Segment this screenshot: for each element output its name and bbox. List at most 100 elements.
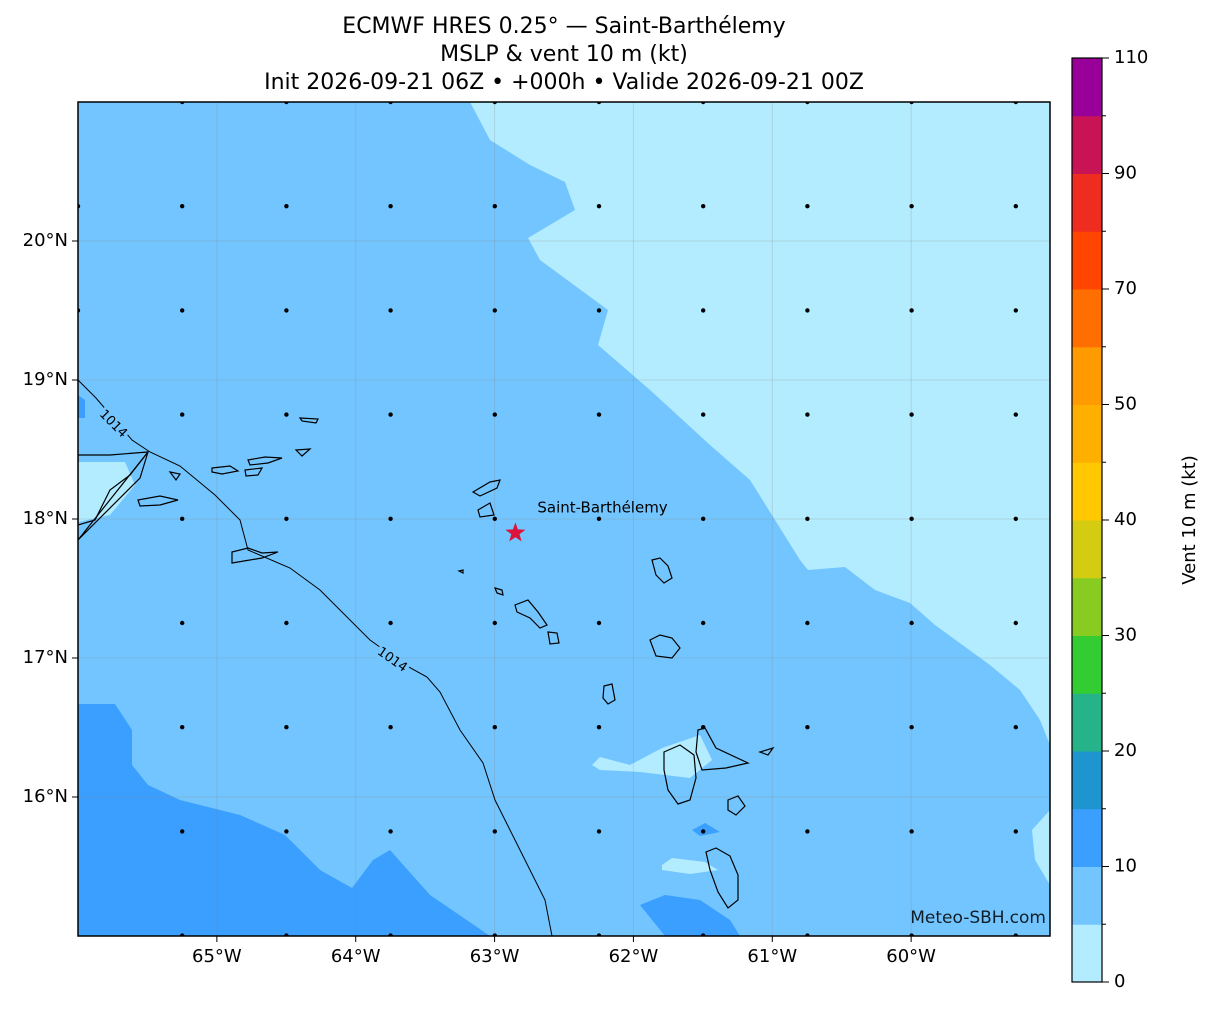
x-tick-label: 60°W bbox=[886, 946, 936, 967]
station-marker bbox=[505, 522, 526, 542]
wind-fill bbox=[1032, 810, 1050, 885]
colorbar-label: Vent 10 m (kt) bbox=[1179, 455, 1200, 585]
colorbar-tick-label: 70 bbox=[1114, 278, 1137, 299]
title-line: ECMWF HRES 0.25° — Saint-Barthélemy bbox=[342, 14, 785, 39]
wind-dot bbox=[805, 829, 810, 834]
title-line: MSLP & vent 10 m (kt) bbox=[440, 42, 688, 67]
colorbar-segment bbox=[1072, 346, 1102, 405]
coastline bbox=[649, 634, 681, 659]
y-tick-label: 17°N bbox=[23, 647, 68, 668]
coastline bbox=[602, 683, 616, 705]
wind-dot bbox=[388, 412, 393, 417]
coastline bbox=[493, 587, 504, 596]
wind-dot bbox=[284, 412, 289, 417]
wind-dot bbox=[1013, 725, 1018, 730]
colorbar-segment bbox=[1072, 520, 1102, 579]
colorbar-tick-label: 40 bbox=[1114, 509, 1137, 530]
wind-fill bbox=[78, 395, 85, 418]
colorbar-segment bbox=[1072, 58, 1102, 117]
wind-fill bbox=[640, 895, 740, 936]
wind-dot bbox=[284, 725, 289, 730]
coastline bbox=[137, 495, 179, 507]
y-tick-label: 20°N bbox=[23, 230, 68, 251]
wind-dot bbox=[1013, 308, 1018, 313]
isobar-label-bg bbox=[373, 643, 411, 677]
colorbar: 0 10 20 30 40 50 70 90 110 Vent 10 m (kt) bbox=[1071, 47, 1200, 992]
coastline bbox=[651, 557, 673, 584]
coastline bbox=[231, 547, 279, 564]
colorbar-segment bbox=[1072, 404, 1102, 463]
colorbar-segment bbox=[1072, 808, 1102, 867]
colorbar-segment bbox=[1072, 173, 1102, 232]
colorbar-tick-label: 10 bbox=[1114, 856, 1137, 877]
wind-dot bbox=[180, 412, 185, 417]
wind-dot bbox=[492, 308, 497, 313]
wind-dot bbox=[701, 516, 706, 521]
border-line bbox=[78, 451, 149, 541]
coastline bbox=[78, 451, 150, 526]
wind-dot bbox=[284, 204, 289, 209]
colorbar-segment bbox=[1072, 924, 1102, 983]
wind-dot bbox=[388, 620, 393, 626]
coastline bbox=[758, 746, 775, 756]
colorbar-tick-label: 20 bbox=[1114, 740, 1137, 761]
wind-fill bbox=[662, 858, 718, 874]
coastline bbox=[477, 502, 495, 518]
wind-dot bbox=[1013, 412, 1018, 417]
wind-dot bbox=[492, 516, 497, 521]
colorbar-segment bbox=[1072, 635, 1102, 694]
isobar bbox=[78, 379, 553, 936]
wind-dot bbox=[805, 725, 810, 730]
wind-dot bbox=[596, 204, 602, 209]
wind-dot bbox=[909, 725, 914, 730]
coastline bbox=[695, 727, 750, 771]
coastline bbox=[244, 467, 264, 477]
wind-dot bbox=[701, 204, 706, 209]
colorbar-tick-label: 30 bbox=[1114, 625, 1137, 646]
wind-dot bbox=[805, 412, 810, 417]
wind-dot bbox=[180, 308, 185, 313]
wind-fill bbox=[470, 102, 1050, 745]
wind-dot bbox=[180, 829, 185, 834]
colorbar-segment bbox=[1072, 577, 1102, 636]
colorbar-segment bbox=[1072, 693, 1102, 752]
wind-dot bbox=[1013, 620, 1018, 626]
x-tick-label: 65°W bbox=[192, 946, 242, 967]
colorbar-segment bbox=[1072, 462, 1102, 521]
wind-dot bbox=[701, 308, 706, 313]
wind-dot bbox=[492, 725, 497, 730]
wind-dot bbox=[388, 725, 393, 730]
colorbar-segment bbox=[1072, 115, 1102, 174]
coastline bbox=[471, 479, 501, 497]
wind-dot bbox=[701, 829, 706, 834]
coastline bbox=[298, 417, 319, 424]
wind-dot bbox=[596, 620, 602, 626]
y-tick-label: 19°N bbox=[23, 369, 68, 390]
x-tick-label: 64°W bbox=[331, 946, 381, 967]
wind-dot bbox=[701, 412, 706, 417]
wind-dot bbox=[180, 516, 185, 521]
wind-dot bbox=[180, 620, 185, 626]
wind-dot bbox=[909, 308, 914, 313]
colorbar-tick-label: 110 bbox=[1114, 47, 1148, 68]
title-line: Init 2026-09-21 06Z • +000h • Valide 202… bbox=[264, 70, 864, 95]
coastline bbox=[663, 744, 697, 805]
wind-dot bbox=[909, 620, 914, 626]
wind-dot bbox=[284, 829, 289, 834]
colorbar-tick-label: 90 bbox=[1114, 163, 1137, 184]
y-tick-label: 16°N bbox=[23, 786, 68, 807]
wind-dot bbox=[284, 308, 289, 313]
wind-dot bbox=[388, 308, 393, 313]
colorbar-tick-label: 0 bbox=[1114, 971, 1125, 992]
wind-dot bbox=[388, 204, 393, 209]
coastline bbox=[457, 569, 464, 574]
colorbar-tick-label: 50 bbox=[1114, 394, 1137, 415]
colorbar-segment bbox=[1072, 231, 1102, 290]
wind-dot bbox=[596, 516, 602, 521]
colorbar-segment bbox=[1072, 866, 1102, 925]
wind-dot bbox=[284, 516, 289, 521]
coastline bbox=[294, 448, 312, 457]
wind-dot bbox=[909, 204, 914, 209]
wind-dot bbox=[1013, 204, 1018, 209]
